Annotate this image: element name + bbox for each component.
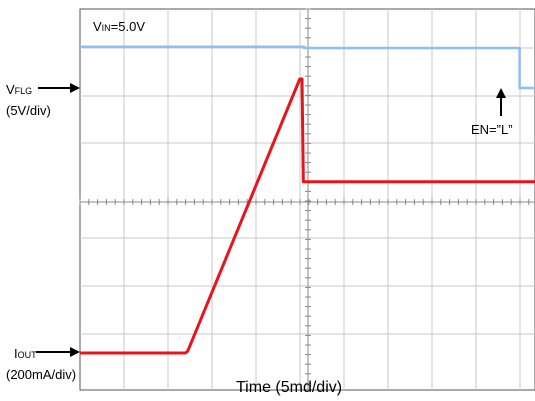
iout-arrow-head — [70, 347, 80, 357]
vflg-arrow-head — [70, 83, 80, 93]
iout-label: IOUT — [14, 346, 37, 361]
markers — [36, 83, 506, 357]
iout-scale: (200mA/div) — [6, 367, 77, 382]
vin-label: VIN=5.0V — [93, 19, 146, 34]
graticule — [79, 8, 535, 391]
trace-v-flg — [80, 45, 535, 90]
x-axis-label: Time (5md/div) — [236, 379, 343, 396]
en-arrow-head — [496, 88, 506, 98]
traces — [80, 45, 535, 355]
en-label: EN=”L” — [471, 122, 513, 137]
vflg-scale: (5V/div) — [6, 103, 51, 118]
trace-i-out — [80, 77, 535, 355]
vflg-label: VFLG — [6, 82, 33, 97]
